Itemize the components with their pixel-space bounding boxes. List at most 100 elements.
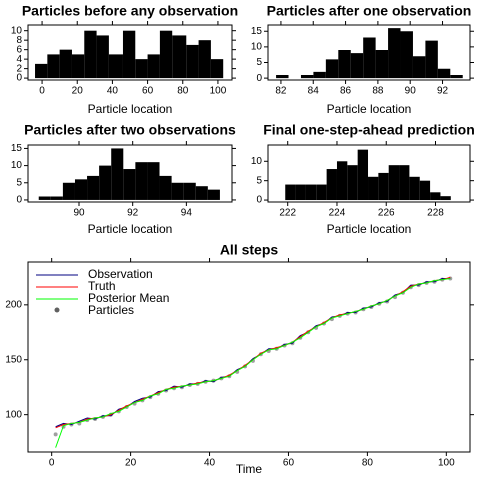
bar xyxy=(425,40,438,79)
x-tick-label: 92 xyxy=(127,208,139,219)
bar xyxy=(135,59,148,79)
y-tick-label: 5 xyxy=(16,177,22,188)
x-tick-label: 60 xyxy=(142,86,154,97)
bar xyxy=(96,35,109,79)
bar xyxy=(326,169,337,201)
y-tick-label: 0 xyxy=(16,195,22,206)
bar xyxy=(313,71,326,79)
x-tick-label: 20 xyxy=(72,86,84,97)
bar xyxy=(195,186,208,200)
x-tick-label: 20 xyxy=(125,458,137,469)
bar xyxy=(38,196,51,200)
bar xyxy=(47,54,60,79)
bar xyxy=(430,192,441,201)
plot-frame xyxy=(27,261,471,453)
bar xyxy=(198,40,211,79)
y-tick-label: 15 xyxy=(251,26,263,37)
x-axis-label: Particle location xyxy=(327,222,412,236)
bar xyxy=(108,54,123,79)
bar xyxy=(316,184,327,201)
bar xyxy=(412,56,426,79)
bar xyxy=(171,182,184,200)
y-tick-label: 8 xyxy=(16,35,22,46)
y-tick-label: 0 xyxy=(16,73,22,84)
bar xyxy=(84,30,97,79)
bar xyxy=(147,162,160,200)
chart-title: All steps xyxy=(220,242,279,258)
y-tick-label: 5 xyxy=(256,175,262,186)
x-tick-label: 100 xyxy=(438,458,455,469)
bar xyxy=(295,184,306,201)
bar xyxy=(419,180,431,201)
bar xyxy=(440,196,451,201)
x-tick-label: 224 xyxy=(329,208,346,219)
x-tick-label: 84 xyxy=(308,86,320,97)
bar xyxy=(400,31,413,79)
bar xyxy=(71,54,85,79)
legend-label: Posterior Mean xyxy=(88,291,169,305)
y-tick-label: 2 xyxy=(16,63,22,74)
bar xyxy=(437,68,451,79)
x-tick-label: 90 xyxy=(73,208,85,219)
x-tick-label: 92 xyxy=(437,86,449,97)
x-tick-label: 86 xyxy=(340,86,352,97)
legend-swatch xyxy=(54,307,60,313)
y-tick-label: 10 xyxy=(11,160,23,171)
x-axis-label: Particle location xyxy=(88,222,173,236)
x-tick-label: 80 xyxy=(362,458,374,469)
bar xyxy=(388,28,401,79)
x-tick-label: 82 xyxy=(275,86,287,97)
y-tick-label: 10 xyxy=(251,42,263,53)
bar xyxy=(399,165,410,201)
chart-title: Particles after two observations xyxy=(24,122,236,138)
chart-title: Particles after one observation xyxy=(267,3,472,19)
bar xyxy=(409,176,420,201)
bar xyxy=(305,184,317,201)
bar xyxy=(123,169,136,200)
x-tick-label: 226 xyxy=(378,208,395,219)
bar xyxy=(147,54,160,79)
bar xyxy=(159,30,173,79)
bar xyxy=(99,165,112,200)
y-tick-label: 10 xyxy=(11,25,23,36)
x-axis-label: Particle location xyxy=(327,102,412,116)
y-tick-label: 15 xyxy=(11,143,23,154)
x-tick-label: 222 xyxy=(279,208,296,219)
bar xyxy=(35,63,48,79)
bar xyxy=(325,59,339,79)
y-tick-label: 10 xyxy=(251,156,263,167)
bar xyxy=(59,49,72,79)
bar xyxy=(159,175,172,200)
bar xyxy=(87,175,100,200)
bar xyxy=(338,50,351,79)
x-tick-label: 100 xyxy=(210,86,227,97)
legend-label: Observation xyxy=(88,267,153,281)
bar xyxy=(347,165,358,201)
particle xyxy=(53,432,58,437)
plot-frame xyxy=(267,24,471,81)
bar xyxy=(350,53,364,79)
bar xyxy=(207,189,220,200)
y-tick-label: 6 xyxy=(16,44,22,55)
bar xyxy=(111,148,124,200)
x-tick-label: 60 xyxy=(283,458,295,469)
chart-title: Particles before any observation xyxy=(22,3,238,19)
bar xyxy=(210,59,224,79)
bar xyxy=(50,196,63,200)
bar xyxy=(122,30,136,79)
x-tick-label: 228 xyxy=(427,208,444,219)
bar xyxy=(183,182,196,200)
bar xyxy=(450,75,463,79)
bar xyxy=(74,179,88,200)
bar xyxy=(186,44,199,79)
bar xyxy=(375,50,389,79)
x-tick-label: 40 xyxy=(204,458,216,469)
y-tick-label: 200 xyxy=(5,299,22,310)
bar xyxy=(172,35,187,79)
x-tick-label: 0 xyxy=(39,86,45,97)
x-axis-label: Particle location xyxy=(88,102,173,116)
bar xyxy=(62,182,75,200)
bar xyxy=(378,172,389,201)
bar xyxy=(300,75,314,79)
